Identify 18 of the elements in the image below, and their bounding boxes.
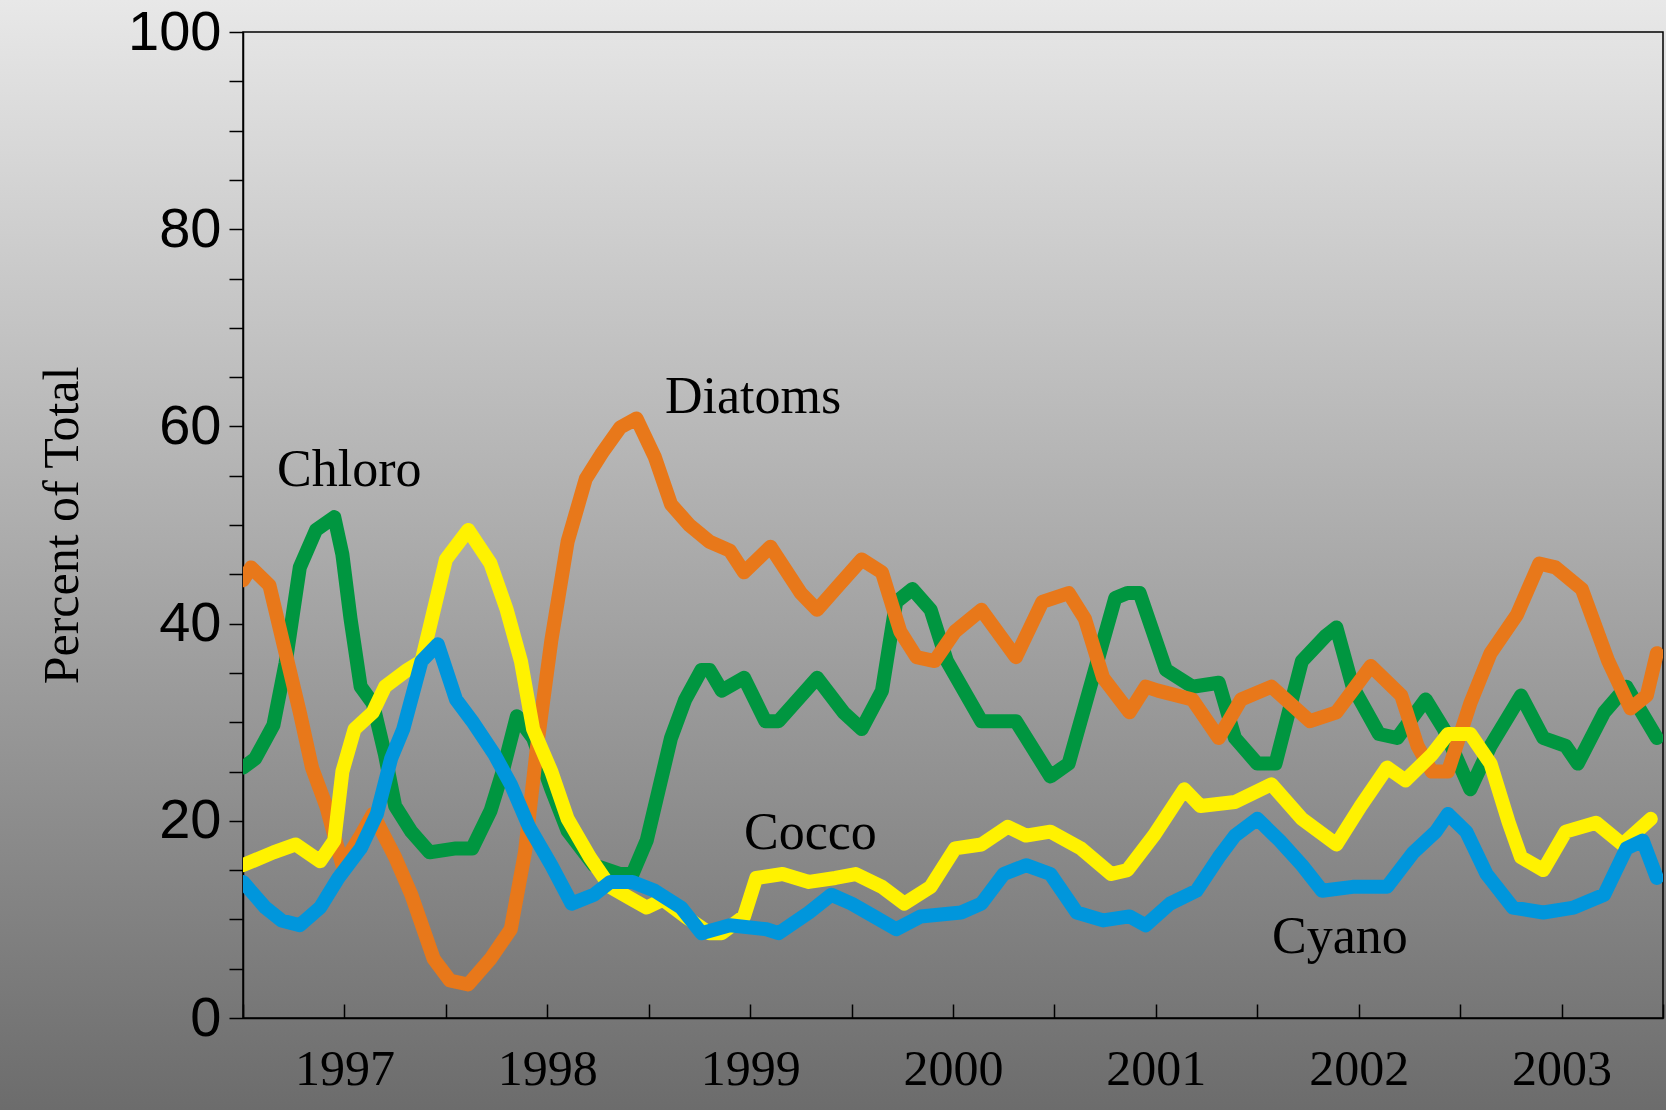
series-label: Chloro (277, 440, 422, 497)
y-tick-label: 100 (128, 0, 222, 62)
series-label: Cocco (744, 803, 877, 860)
x-tick-label: 1998 (497, 1039, 598, 1096)
x-tick-label: 2002 (1309, 1039, 1410, 1096)
y-axis-title: Percent of Total (33, 366, 90, 685)
y-tick-label: 60 (159, 392, 222, 456)
y-tick-label: 20 (159, 787, 222, 851)
x-tick-label: 2001 (1106, 1039, 1207, 1096)
x-tick-label: 1997 (294, 1039, 395, 1096)
x-tick-label: 2000 (903, 1039, 1004, 1096)
series-label: Diatoms (665, 367, 842, 424)
x-tick-label: 1999 (700, 1039, 801, 1096)
y-tick-label: 80 (159, 195, 222, 259)
y-tick-label: 40 (159, 590, 222, 654)
y-tick-label: 0 (190, 984, 222, 1048)
x-tick-label: 2003 (1512, 1039, 1613, 1096)
series-label: Cyano (1272, 907, 1408, 964)
